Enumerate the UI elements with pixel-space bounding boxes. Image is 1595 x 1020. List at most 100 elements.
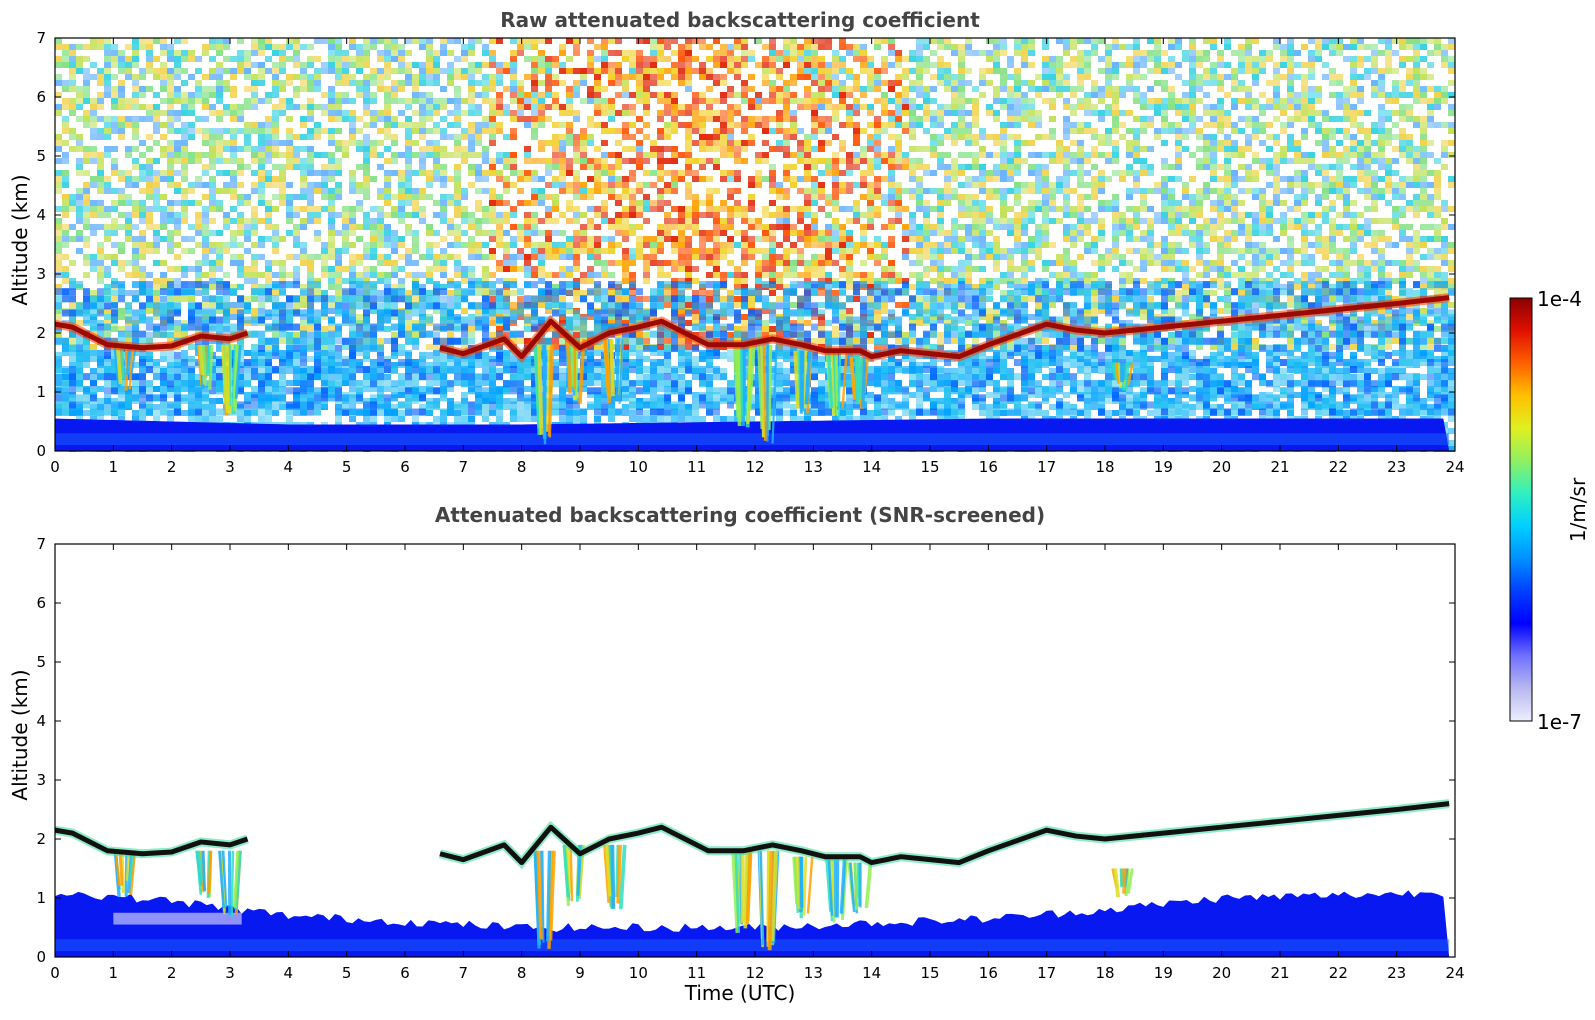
noise-cell: [363, 170, 370, 176]
noise-cell: [748, 194, 755, 200]
noise-cell: [230, 152, 237, 158]
noise-cell: [174, 284, 181, 290]
noise-cell: [706, 236, 713, 242]
noise-cell: [377, 68, 384, 74]
noise-cell: [692, 176, 699, 182]
noise-cell: [405, 254, 412, 260]
noise-cell: [482, 242, 489, 248]
noise-cell: [650, 140, 657, 146]
noise-cell: [783, 50, 790, 56]
noise-cell: [706, 230, 713, 236]
noise-cell: [272, 122, 279, 128]
noise-cell: [293, 410, 300, 416]
noise-cell: [496, 176, 503, 182]
noise-cell: [426, 62, 433, 68]
noise-cell: [636, 50, 643, 56]
noise-cell: [342, 206, 349, 212]
noise-cell: [832, 56, 839, 62]
noise-cell: [167, 140, 174, 146]
noise-cell: [811, 134, 818, 140]
noise-cell: [426, 272, 433, 278]
noise-cell: [825, 98, 832, 104]
noise-cell: [97, 44, 104, 50]
noise-cell: [447, 302, 454, 308]
noise-cell: [356, 260, 363, 266]
noise-cell: [55, 44, 62, 50]
noise-cell: [237, 242, 244, 248]
noise-cell: [286, 44, 293, 50]
noise-cell: [664, 146, 671, 152]
noise-cell: [349, 380, 356, 386]
noise-cell: [328, 200, 335, 206]
noise-cell: [363, 110, 370, 116]
noise-cell: [727, 134, 734, 140]
noise-cell: [594, 44, 601, 50]
noise-cell: [342, 380, 349, 386]
noise-cell: [657, 242, 664, 248]
noise-cell: [384, 386, 391, 392]
noise-cell: [307, 116, 314, 122]
noise-cell: [440, 44, 447, 50]
noise-cell: [713, 266, 720, 272]
noise-cell: [195, 182, 202, 188]
noise-cell: [237, 146, 244, 152]
noise-cell: [776, 146, 783, 152]
noise-cell: [447, 362, 454, 368]
noise-cell: [146, 308, 153, 314]
noise-cell: [349, 170, 356, 176]
noise-cell: [818, 206, 825, 212]
noise-cell: [307, 98, 314, 104]
noise-cell: [496, 122, 503, 128]
noise-cell: [174, 152, 181, 158]
noise-cell: [153, 278, 160, 284]
noise-cell: [188, 236, 195, 242]
noise-cell: [664, 122, 671, 128]
noise-cell: [678, 254, 685, 260]
noise-cell: [636, 86, 643, 92]
noise-cell: [594, 350, 601, 356]
noise-cell: [314, 206, 321, 212]
noise-cell: [104, 356, 111, 362]
noise-cell: [265, 152, 272, 158]
noise-cell: [692, 158, 699, 164]
noise-cell: [538, 200, 545, 206]
noise-cell: [300, 74, 307, 80]
noise-cell: [377, 164, 384, 170]
noise-cell: [461, 398, 468, 404]
noise-cell: [202, 140, 209, 146]
noise-cell: [377, 212, 384, 218]
noise-cell: [496, 224, 503, 230]
noise-cell: [566, 266, 573, 272]
noise-cell: [300, 80, 307, 86]
noise-cell: [475, 362, 482, 368]
noise-cell: [426, 74, 433, 80]
noise-cell: [545, 248, 552, 254]
noise-cell: [265, 38, 272, 44]
noise-cell: [790, 182, 797, 188]
noise-cell: [692, 218, 699, 224]
noise-cell: [230, 302, 237, 308]
noise-cell: [132, 386, 139, 392]
noise-cell: [601, 86, 608, 92]
noise-cell: [279, 272, 286, 278]
noise-cell: [531, 248, 538, 254]
noise-cell: [720, 134, 727, 140]
noise-cell: [594, 236, 601, 242]
noise-cell: [363, 38, 370, 44]
noise-cell: [720, 98, 727, 104]
noise-cell: [489, 200, 496, 206]
noise-cell: [405, 326, 412, 332]
noise-cell: [818, 194, 825, 200]
noise-cell: [678, 104, 685, 110]
noise-cell: [629, 392, 636, 398]
noise-cell: [531, 212, 538, 218]
noise-cell: [552, 104, 559, 110]
noise-cell: [412, 170, 419, 176]
noise-cell: [153, 224, 160, 230]
noise-cell: [601, 68, 608, 74]
noise-cell: [440, 146, 447, 152]
noise-cell: [713, 224, 720, 230]
noise-cell: [482, 158, 489, 164]
noise-cell: [370, 386, 377, 392]
noise-cell: [818, 62, 825, 68]
